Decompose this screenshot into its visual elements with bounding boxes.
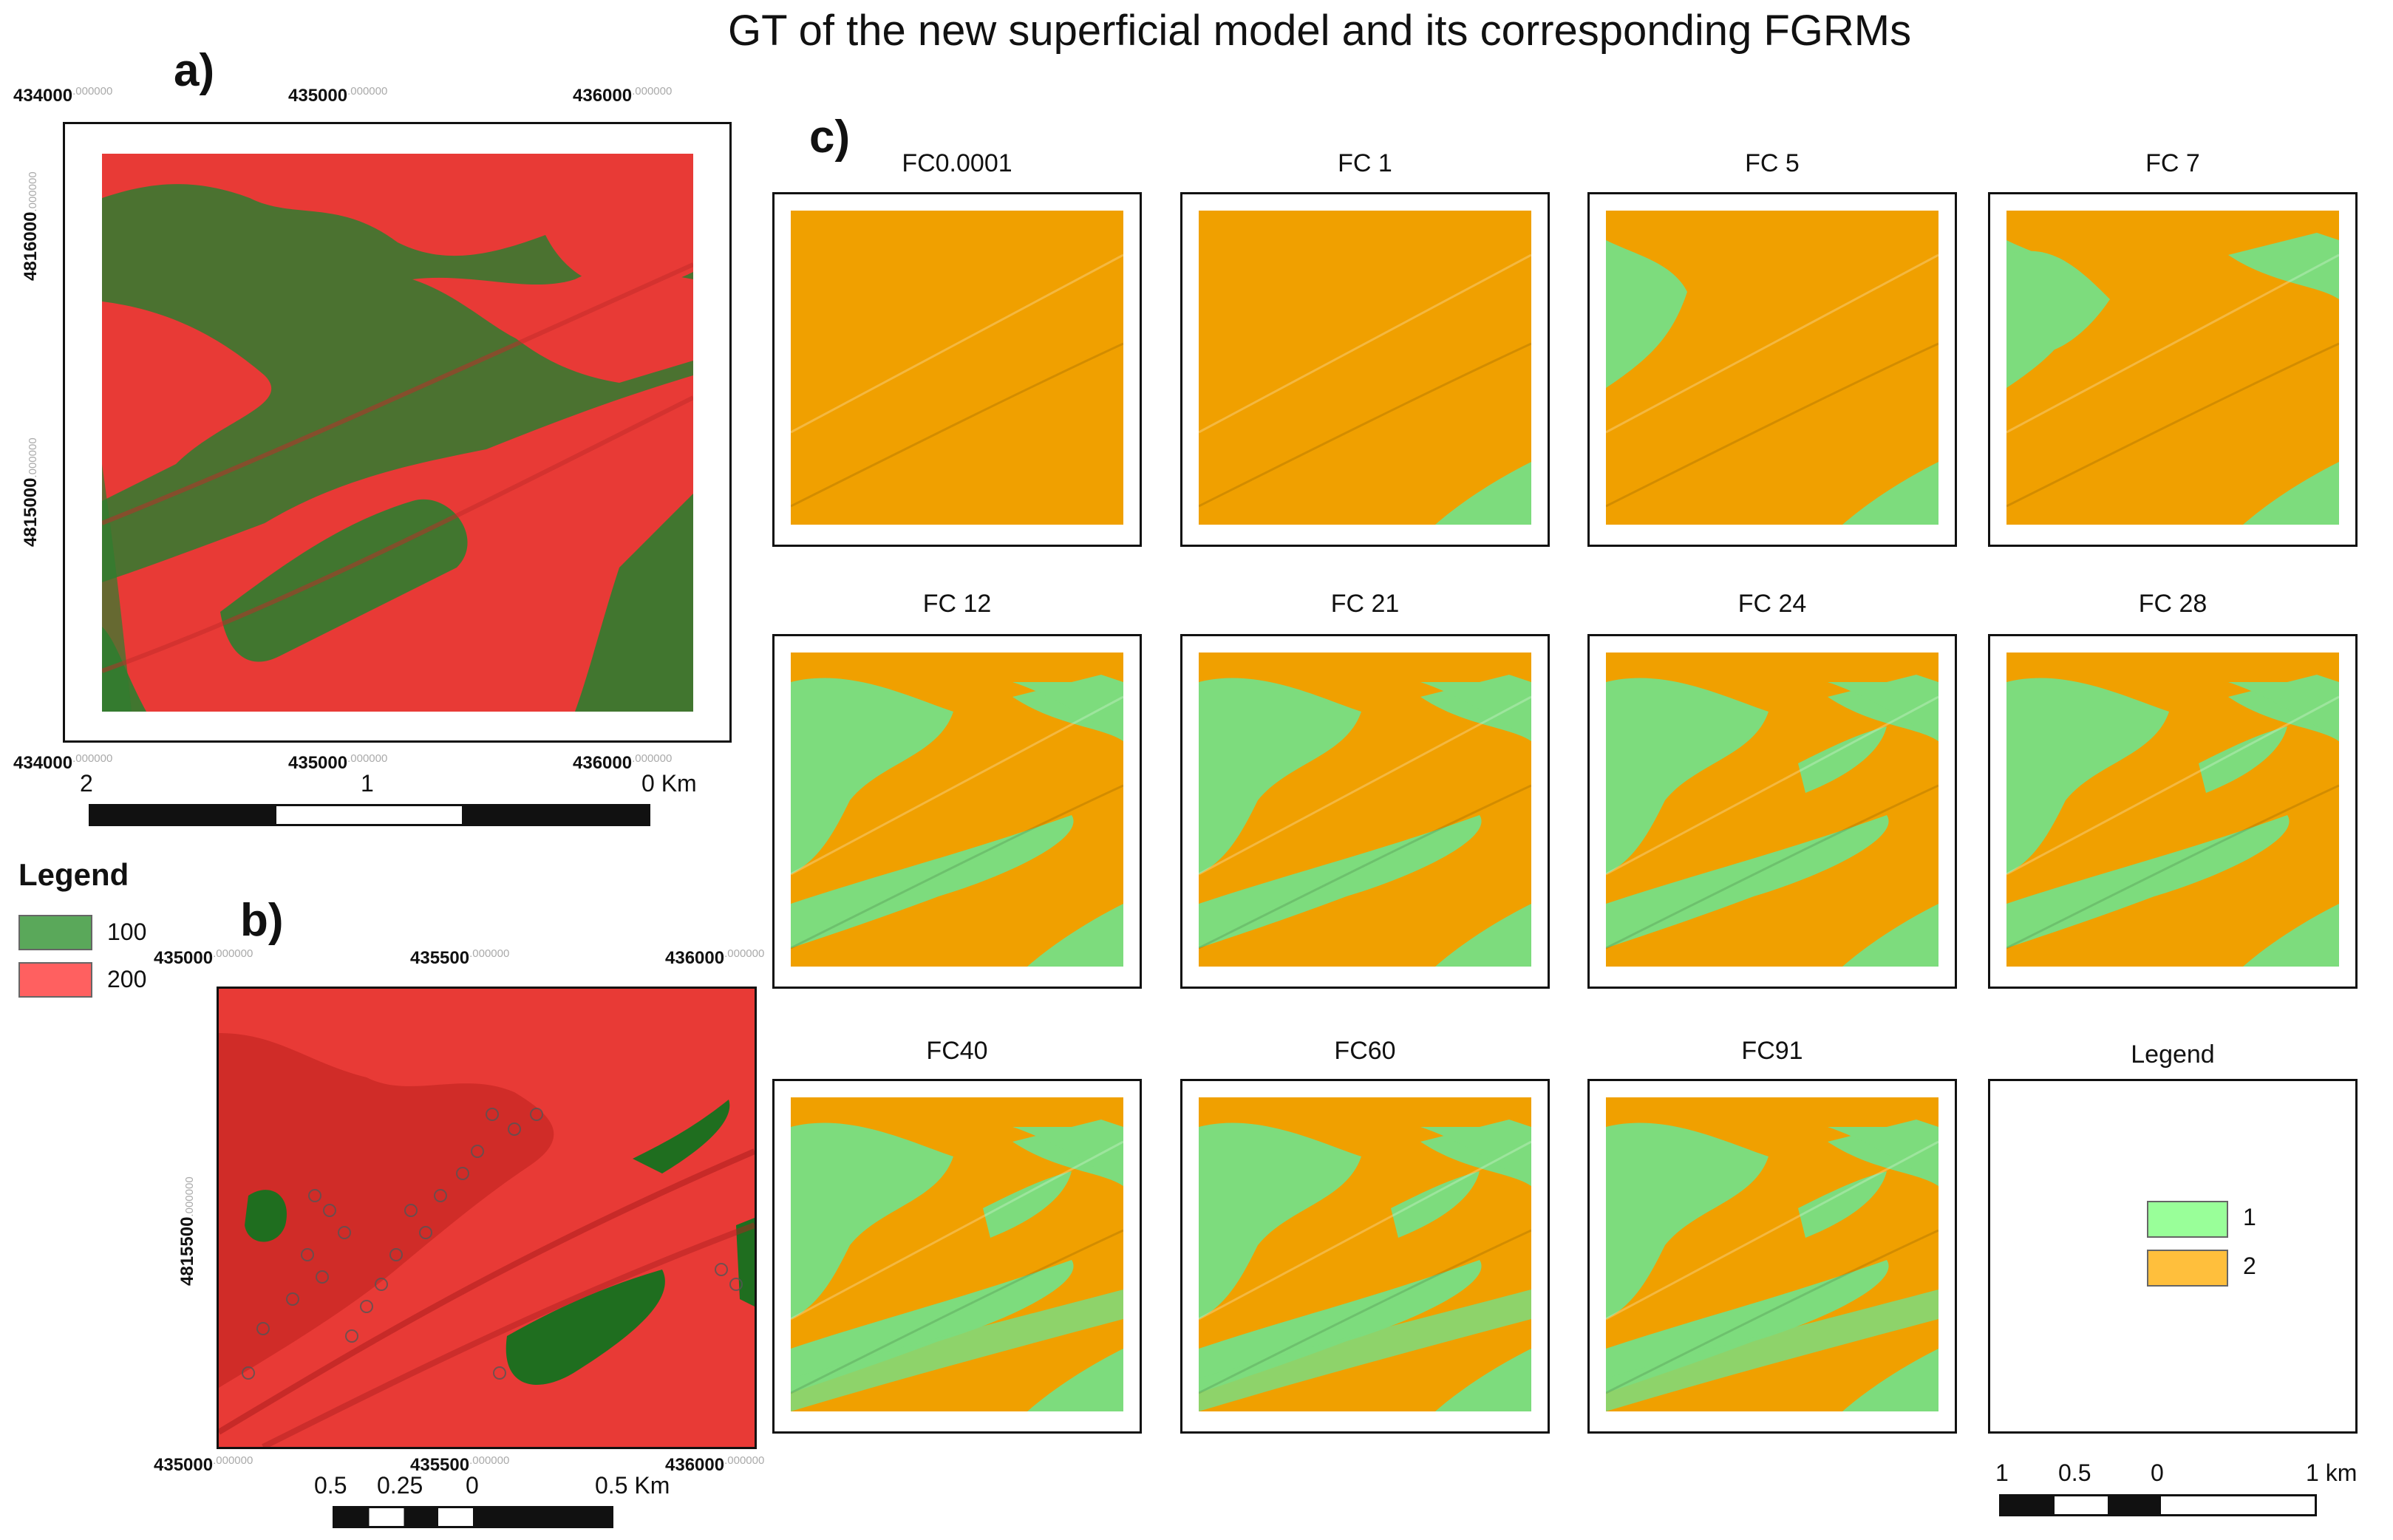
- panel-c-scale-bar: [1999, 1494, 2317, 1516]
- panel-c-scale-label-2: 0.5: [2058, 1459, 2091, 1486]
- fc-panel-map: [1199, 653, 1531, 967]
- panel-a-scale-bar: [89, 804, 650, 826]
- figure-title: GT of the new superficial model and its …: [728, 7, 1912, 55]
- fc-panel-frame: [1587, 634, 1957, 989]
- fc-panel-title: FC 12: [922, 590, 992, 618]
- panel-b-bottom-coord-2: 435500.000000: [410, 1454, 510, 1475]
- legend-label-100: 100: [107, 919, 147, 945]
- panel-c-legend-swatch-1: [2147, 1201, 2228, 1238]
- fc-panel-frame: [1988, 192, 2358, 547]
- fc-panel-map: [1199, 211, 1531, 525]
- fc-panel-title: FC 1: [1338, 149, 1392, 177]
- fc-panel-map: [1199, 1097, 1531, 1411]
- panel-a-scale-label-2: 1: [361, 770, 374, 797]
- fc-panel-map: [1606, 653, 1938, 967]
- panel-b-bottom-coord-3: 436000.000000: [665, 1454, 765, 1475]
- panel-b-scale-label-4: 0.5 Km: [595, 1472, 670, 1499]
- fc-panel-title: FC 24: [1737, 590, 1807, 618]
- fc-panel-map: [1606, 211, 1938, 525]
- fc-panel-frame: [1180, 1079, 1550, 1434]
- panel-a-map: [102, 154, 693, 712]
- panel-a-top-coord-2: 435000.000000: [288, 85, 388, 106]
- panel-b-map: [217, 987, 757, 1449]
- fc-panel-title: FC 28: [2138, 590, 2208, 618]
- fc-panel-title: FC60: [1334, 1037, 1396, 1065]
- panel-a-left-coord-1: 4816000.000000: [21, 171, 41, 281]
- fc-panel-frame: [772, 1079, 1142, 1434]
- panel-c-legend-title: Legend: [2131, 1040, 2215, 1069]
- fc-panel-map: [1606, 1097, 1938, 1411]
- panel-b-bottom-coord-1: 435000.000000: [154, 1454, 253, 1475]
- panel-a-top-coord-1: 434000.000000: [13, 85, 113, 106]
- legend-label-200: 200: [107, 966, 147, 992]
- panel-a-label: a): [174, 45, 215, 96]
- panel-b-top-coord-1: 435000.000000: [154, 947, 253, 968]
- fc-panel-frame: [772, 634, 1142, 989]
- panel-c-scale-label-1: 1: [1995, 1459, 2009, 1486]
- fc-panel-frame: [1587, 1079, 1957, 1434]
- panel-a-bottom-coord-2: 435000.000000: [288, 752, 388, 773]
- panel-b-left-coord-1: 4815500.000000: [177, 1176, 197, 1286]
- fc-panel-map: [791, 653, 1123, 967]
- panel-c-legend-label-2: 2: [2243, 1253, 2256, 1279]
- fc-panel-frame: [772, 192, 1142, 547]
- panel-a-bottom-coord-1: 434000.000000: [13, 752, 113, 773]
- panel-c-legend-frame: 1 2: [1988, 1079, 2358, 1434]
- fc-panel-frame: [1988, 634, 2358, 989]
- panel-b-label: b): [240, 895, 284, 946]
- fc-panel-title: FC40: [926, 1037, 988, 1065]
- panel-b-scale-label-1: 0.5: [314, 1472, 347, 1499]
- panel-a-map-frame: [63, 122, 732, 743]
- fc-panel-map: [2006, 211, 2339, 525]
- fc-panel-map: [791, 211, 1123, 525]
- panel-c-scale-label-4: 1 km: [2306, 1459, 2358, 1486]
- fc-panel-title: FC 5: [1745, 149, 1800, 177]
- panel-a-left-coord-2: 4815000.000000: [21, 437, 41, 547]
- fc-panel-frame: [1180, 634, 1550, 989]
- panel-a-scale-label-3: 0 Km: [641, 770, 697, 797]
- fc-panel-title: FC0.0001: [902, 149, 1012, 177]
- legend-swatch-100: [18, 915, 92, 950]
- panel-a-top-coord-3: 436000.000000: [573, 85, 673, 106]
- fc-panel-title: FC91: [1741, 1037, 1803, 1065]
- legend-title: Legend: [18, 857, 129, 892]
- legend-swatch-200: [18, 962, 92, 998]
- fc-panel-title: FC 21: [1330, 590, 1400, 618]
- panel-c-legend-label-1: 1: [2243, 1204, 2256, 1230]
- fc-panel-map: [2006, 653, 2339, 967]
- panel-a-scale-label-1: 2: [80, 770, 93, 797]
- fc-panel-frame: [1587, 192, 1957, 547]
- panel-b-top-coord-3: 436000.000000: [665, 947, 765, 968]
- fc-panel-title: FC 7: [2145, 149, 2200, 177]
- fc-panel-map: [791, 1097, 1123, 1411]
- panel-c-label: c): [809, 112, 851, 163]
- panel-b-scale-bar: [333, 1506, 613, 1528]
- panel-c-scale-label-3: 0: [2151, 1459, 2164, 1486]
- panel-a-bottom-coord-3: 436000.000000: [573, 752, 673, 773]
- panel-b-scale-label-2: 0.25: [377, 1472, 423, 1499]
- panel-b-top-coord-2: 435500.000000: [410, 947, 510, 968]
- fc-panel-frame: [1180, 192, 1550, 547]
- panel-b-scale-label-3: 0: [466, 1472, 479, 1499]
- panel-c-legend-swatch-2: [2147, 1250, 2228, 1287]
